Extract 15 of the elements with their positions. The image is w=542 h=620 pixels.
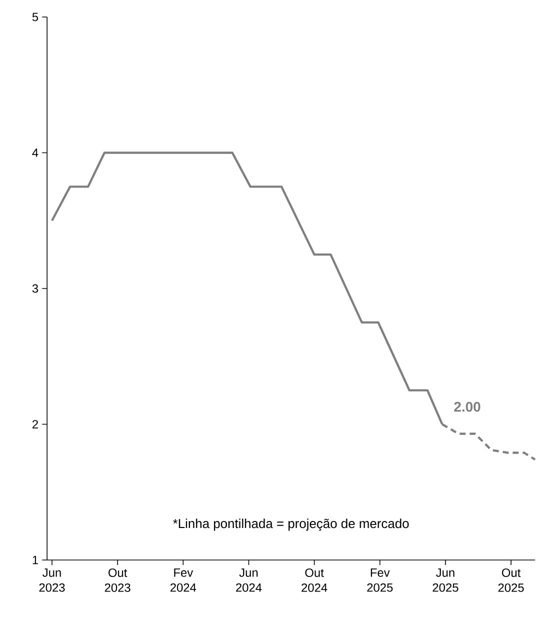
x-tick-label: Fev 2025: [367, 568, 393, 592]
x-tick-label: Jun 2024: [236, 568, 262, 592]
x-tick-label: Out 2024: [302, 568, 328, 592]
x-tick-label: Jun 2023: [39, 568, 65, 592]
y-tick-label: 4: [32, 148, 38, 157]
x-tick-label: Fev 2024: [170, 568, 196, 592]
y-tick-label: 2: [32, 420, 38, 428]
x-tick-label: Jun 2025: [432, 568, 458, 592]
y-tick-label: 1: [32, 556, 38, 564]
annotation: *Linha pontilhada = projeção de mercado: [173, 518, 409, 531]
y-tick-label: 5: [32, 12, 38, 22]
x-tick-label: Out 2023: [104, 568, 130, 592]
annotation: 2.00: [454, 402, 480, 412]
x-tick-label: Out 2025: [498, 568, 524, 592]
y-tick-label: 3: [32, 284, 38, 293]
